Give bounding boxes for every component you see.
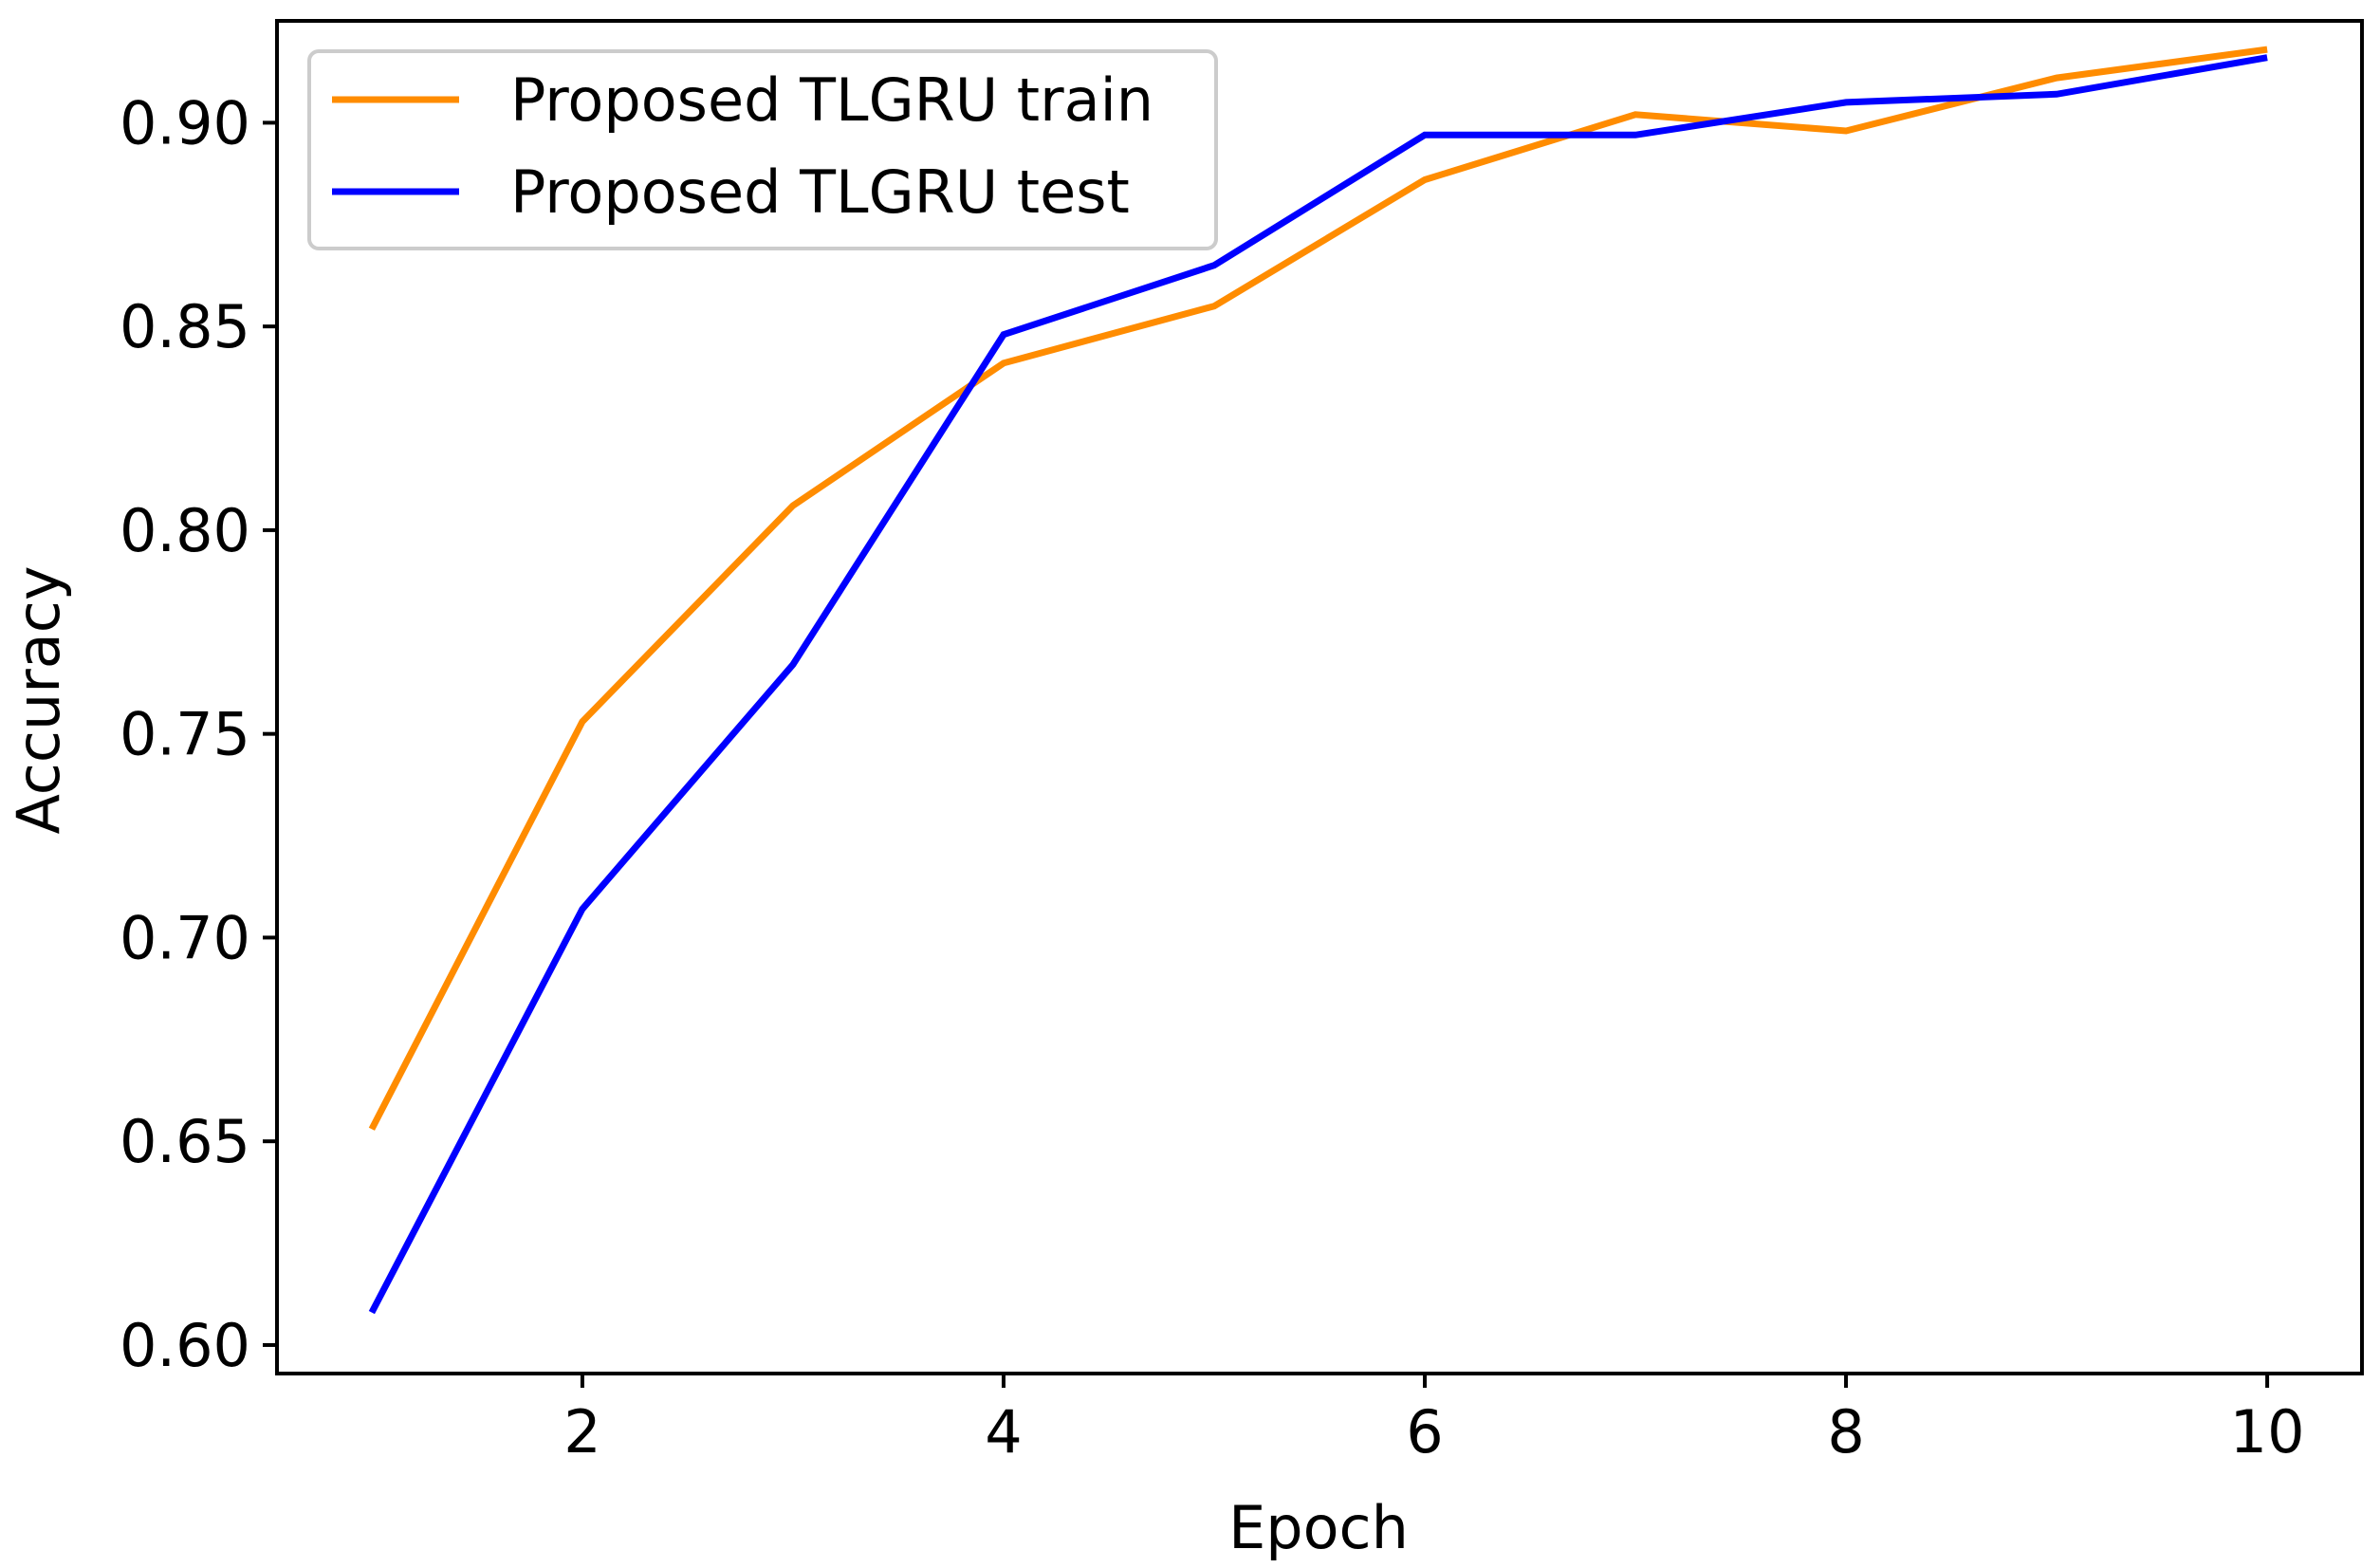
series-line-2 — [368, 54, 2268, 1315]
y-axis-label: Accuracy — [4, 565, 73, 834]
axes-frame — [275, 19, 2364, 1375]
y-tick-label: 0.80 — [120, 496, 250, 565]
y-tick-label: 0.75 — [120, 700, 250, 769]
legend-box — [307, 49, 1218, 250]
y-tick-label: 0.70 — [120, 903, 250, 972]
series-line-1 — [368, 46, 2268, 1131]
y-tick-label: 0.90 — [120, 88, 250, 157]
axes-layer: 2 4 6 8 10 0.60 0.65 0.70 0.75 0.80 0.85 0.90 — [120, 19, 2364, 1467]
legend-label-2: Proposed TLGRU test — [510, 157, 1130, 227]
x-tick-label: 2 — [563, 1397, 600, 1467]
y-tick-label: 0.65 — [120, 1107, 250, 1176]
y-tick-label: 0.60 — [120, 1311, 250, 1380]
legend-label-1: Proposed TLGRU train — [510, 65, 1153, 135]
series-layer — [368, 46, 2268, 1315]
x-tick-label: 4 — [985, 1397, 1022, 1467]
x-tick-label: 8 — [1827, 1397, 1864, 1467]
x-tick-label: 10 — [2230, 1397, 2305, 1467]
y-tick-label: 0.85 — [120, 292, 250, 361]
legend: Proposed TLGRU train Proposed TLGRU test — [307, 49, 1218, 250]
x-tick-label: 6 — [1406, 1397, 1443, 1467]
x-axis-label: Epoch — [1228, 1493, 1409, 1562]
